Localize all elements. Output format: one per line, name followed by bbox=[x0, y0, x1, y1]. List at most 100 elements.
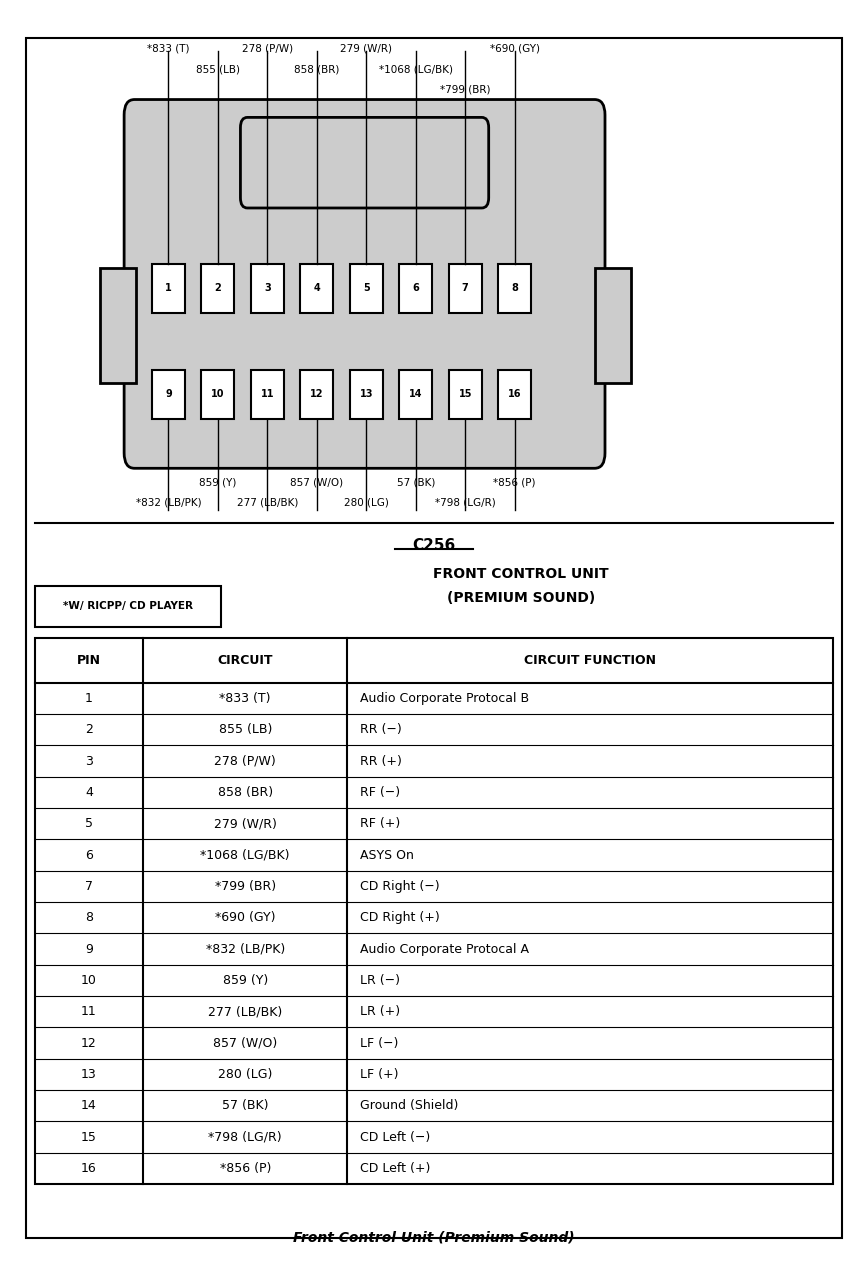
FancyBboxPatch shape bbox=[26, 38, 842, 1238]
Text: 855 (LB): 855 (LB) bbox=[219, 723, 272, 736]
Text: *690 (GY): *690 (GY) bbox=[490, 43, 540, 54]
Text: 9: 9 bbox=[85, 943, 93, 956]
Text: C256: C256 bbox=[412, 538, 456, 554]
Text: LR (+): LR (+) bbox=[360, 1005, 400, 1018]
Text: PIN: PIN bbox=[77, 653, 101, 667]
Text: 5: 5 bbox=[363, 283, 370, 293]
Text: 15: 15 bbox=[458, 389, 472, 399]
Text: 11: 11 bbox=[260, 389, 274, 399]
Text: RR (−): RR (−) bbox=[360, 723, 402, 736]
Text: CD Right (−): CD Right (−) bbox=[360, 880, 440, 893]
Text: 857 (W/O): 857 (W/O) bbox=[213, 1036, 278, 1050]
Text: Ground (Shield): Ground (Shield) bbox=[360, 1099, 458, 1113]
FancyBboxPatch shape bbox=[35, 586, 221, 627]
Text: FRONT CONTROL UNIT: FRONT CONTROL UNIT bbox=[433, 567, 608, 581]
Text: CD Left (−): CD Left (−) bbox=[360, 1131, 431, 1143]
Text: 2: 2 bbox=[85, 723, 93, 736]
Text: *799 (BR): *799 (BR) bbox=[440, 84, 490, 94]
Text: *832 (LB/PK): *832 (LB/PK) bbox=[135, 498, 201, 508]
Text: 8: 8 bbox=[511, 283, 518, 293]
Text: ASYS On: ASYS On bbox=[360, 849, 414, 861]
FancyBboxPatch shape bbox=[399, 264, 432, 313]
Text: *798 (LG/R): *798 (LG/R) bbox=[435, 498, 496, 508]
Text: 12: 12 bbox=[310, 389, 324, 399]
FancyBboxPatch shape bbox=[124, 100, 605, 468]
Text: 10: 10 bbox=[81, 974, 97, 986]
FancyBboxPatch shape bbox=[350, 264, 383, 313]
Text: 3: 3 bbox=[264, 283, 271, 293]
Text: 2: 2 bbox=[214, 283, 221, 293]
Text: 859 (Y): 859 (Y) bbox=[222, 974, 268, 986]
Text: RF (+): RF (+) bbox=[360, 817, 400, 831]
Text: RR (+): RR (+) bbox=[360, 754, 402, 768]
Text: 4: 4 bbox=[85, 786, 93, 799]
Text: 10: 10 bbox=[211, 389, 225, 399]
FancyBboxPatch shape bbox=[399, 370, 432, 419]
Text: *1068 (LG/BK): *1068 (LG/BK) bbox=[378, 64, 453, 74]
Text: 5: 5 bbox=[85, 817, 93, 831]
FancyBboxPatch shape bbox=[498, 264, 531, 313]
FancyBboxPatch shape bbox=[251, 370, 284, 419]
Text: 855 (LB): 855 (LB) bbox=[196, 64, 240, 74]
Text: RF (−): RF (−) bbox=[360, 786, 400, 799]
Text: 8: 8 bbox=[85, 911, 93, 924]
Text: 6: 6 bbox=[412, 283, 419, 293]
FancyBboxPatch shape bbox=[350, 370, 383, 419]
Text: 1: 1 bbox=[165, 283, 172, 293]
Text: 279 (W/R): 279 (W/R) bbox=[214, 817, 277, 831]
Text: *798 (LG/R): *798 (LG/R) bbox=[208, 1131, 282, 1143]
Text: 857 (W/O): 857 (W/O) bbox=[290, 477, 344, 487]
FancyBboxPatch shape bbox=[449, 264, 482, 313]
Text: 858 (BR): 858 (BR) bbox=[218, 786, 273, 799]
Text: 280 (LG): 280 (LG) bbox=[344, 498, 389, 508]
Text: 15: 15 bbox=[81, 1131, 97, 1143]
Text: CD Left (+): CD Left (+) bbox=[360, 1162, 431, 1175]
Text: 7: 7 bbox=[462, 283, 469, 293]
Text: 6: 6 bbox=[85, 849, 93, 861]
Text: *1068 (LG/BK): *1068 (LG/BK) bbox=[201, 849, 290, 861]
FancyBboxPatch shape bbox=[240, 117, 489, 208]
Text: *833 (T): *833 (T) bbox=[220, 692, 271, 704]
Text: 57 (BK): 57 (BK) bbox=[397, 477, 435, 487]
Text: *832 (LB/PK): *832 (LB/PK) bbox=[206, 943, 285, 956]
Text: 1: 1 bbox=[85, 692, 93, 704]
Text: LF (+): LF (+) bbox=[360, 1068, 398, 1081]
Text: CIRCUIT FUNCTION: CIRCUIT FUNCTION bbox=[524, 653, 656, 667]
FancyBboxPatch shape bbox=[498, 370, 531, 419]
Text: CIRCUIT: CIRCUIT bbox=[218, 653, 273, 667]
Text: *W/ RICPP/ CD PLAYER: *W/ RICPP/ CD PLAYER bbox=[62, 601, 193, 611]
Text: 14: 14 bbox=[409, 389, 423, 399]
Text: (PREMIUM SOUND): (PREMIUM SOUND) bbox=[447, 591, 595, 605]
Text: 278 (P/W): 278 (P/W) bbox=[242, 43, 293, 54]
FancyBboxPatch shape bbox=[201, 370, 234, 419]
Text: 12: 12 bbox=[81, 1036, 97, 1050]
Text: 3: 3 bbox=[85, 754, 93, 768]
Text: CD Right (+): CD Right (+) bbox=[360, 911, 440, 924]
Text: 277 (LB/BK): 277 (LB/BK) bbox=[208, 1005, 282, 1018]
Text: 858 (BR): 858 (BR) bbox=[294, 64, 339, 74]
Text: LR (−): LR (−) bbox=[360, 974, 400, 986]
Text: 279 (W/R): 279 (W/R) bbox=[340, 43, 392, 54]
Text: *690 (GY): *690 (GY) bbox=[215, 911, 275, 924]
Text: *856 (P): *856 (P) bbox=[220, 1162, 271, 1175]
Text: 859 (Y): 859 (Y) bbox=[199, 477, 237, 487]
Text: 13: 13 bbox=[359, 389, 373, 399]
Text: 277 (LB/BK): 277 (LB/BK) bbox=[237, 498, 298, 508]
Text: 280 (LG): 280 (LG) bbox=[218, 1068, 273, 1081]
Text: 7: 7 bbox=[85, 880, 93, 893]
Text: 13: 13 bbox=[81, 1068, 97, 1081]
FancyBboxPatch shape bbox=[100, 268, 136, 383]
Text: *833 (T): *833 (T) bbox=[148, 43, 189, 54]
Text: 16: 16 bbox=[508, 389, 522, 399]
Text: Audio Corporate Protocal B: Audio Corporate Protocal B bbox=[360, 692, 529, 704]
Text: LF (−): LF (−) bbox=[360, 1036, 398, 1050]
Text: Front Control Unit (Premium Sound): Front Control Unit (Premium Sound) bbox=[293, 1231, 575, 1244]
Text: 278 (P/W): 278 (P/W) bbox=[214, 754, 276, 768]
Text: 16: 16 bbox=[81, 1162, 97, 1175]
FancyBboxPatch shape bbox=[152, 370, 185, 419]
FancyBboxPatch shape bbox=[201, 264, 234, 313]
Text: 57 (BK): 57 (BK) bbox=[222, 1099, 268, 1113]
Text: Audio Corporate Protocal A: Audio Corporate Protocal A bbox=[360, 943, 529, 956]
Text: 9: 9 bbox=[165, 389, 172, 399]
FancyBboxPatch shape bbox=[300, 370, 333, 419]
